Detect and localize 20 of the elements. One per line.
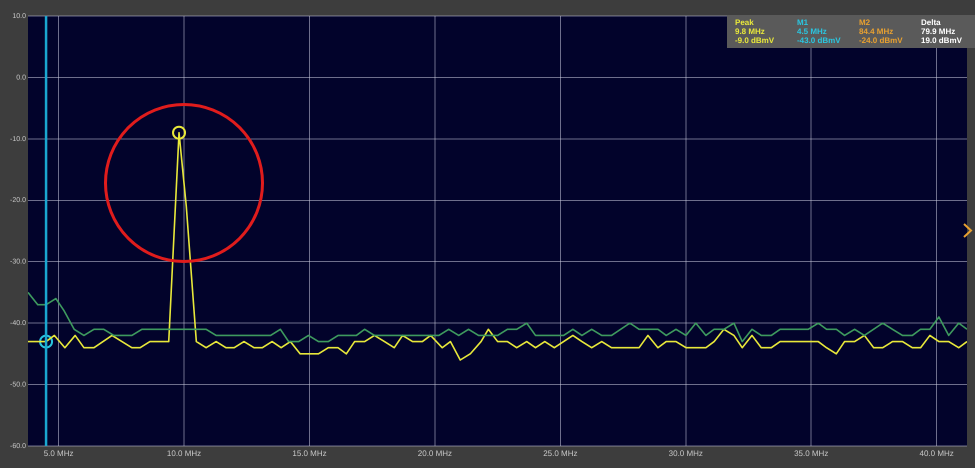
annotation: -24.0 dBmV bbox=[859, 36, 904, 45]
annotation: 19.0 dBmV bbox=[921, 36, 963, 45]
annotation: 9.8 MHz bbox=[735, 27, 766, 36]
annotation: M1 bbox=[797, 18, 810, 27]
annotation: Delta bbox=[921, 18, 942, 27]
x-tick-label: 15.0 MHz bbox=[292, 449, 327, 458]
annotation: Peak bbox=[735, 18, 755, 27]
x-tick-label: 20.0 MHz bbox=[418, 449, 452, 458]
x-tick-label: 40.0 MHz bbox=[920, 449, 954, 458]
annotation: -43.0 dBmV bbox=[797, 36, 842, 45]
x-tick-label: 25.0 MHz bbox=[543, 449, 578, 458]
annotation: 4.5 MHz bbox=[797, 27, 828, 36]
x-tick-label: 35.0 MHz bbox=[794, 449, 828, 458]
annotation: -9.0 dBmV bbox=[735, 36, 776, 45]
x-tick-label: 5.0 MHz bbox=[44, 449, 74, 458]
annotation: M2 bbox=[859, 18, 872, 27]
annotation: 84.4 MHz bbox=[859, 27, 894, 36]
x-tick-label: 10.0 MHz bbox=[166, 449, 202, 458]
annotation: 79.9 MHz bbox=[921, 27, 956, 36]
x-tick-label: 30.0 MHz bbox=[668, 449, 703, 458]
